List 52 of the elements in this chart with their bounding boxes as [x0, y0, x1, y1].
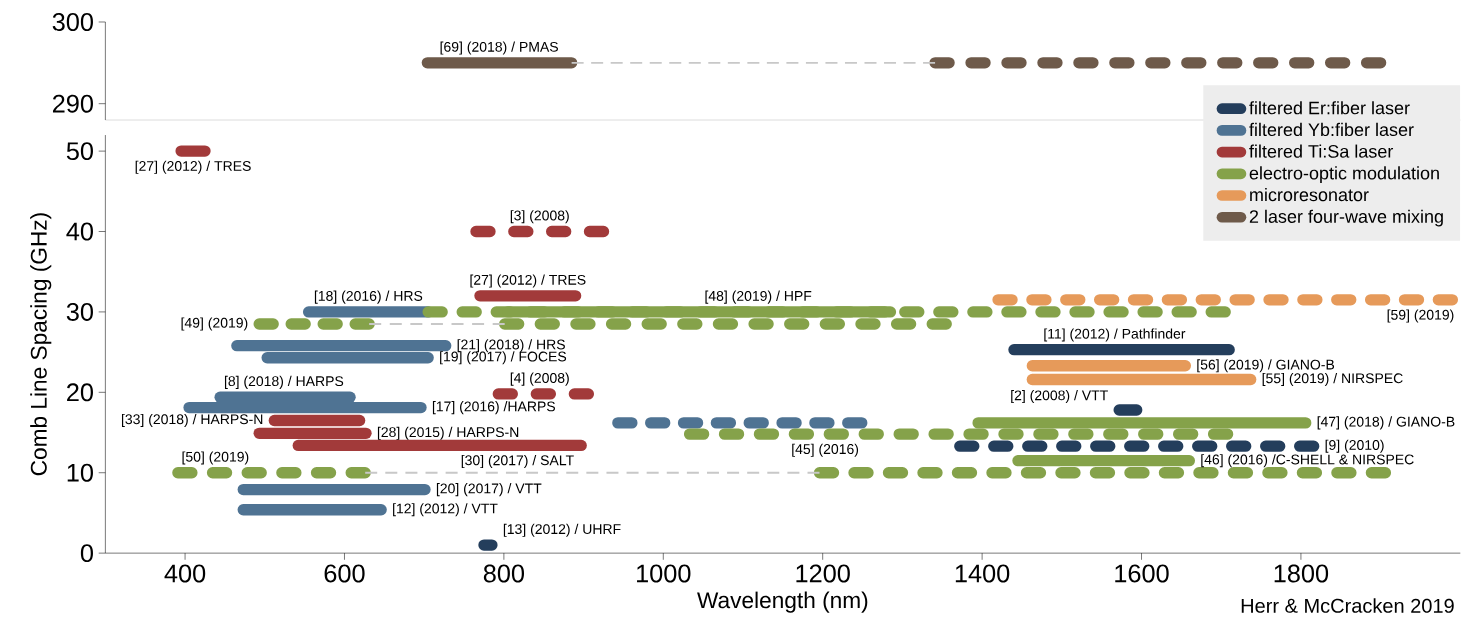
y-tick-label: 20 — [67, 383, 93, 402]
annotation: [3] (2008) — [510, 210, 569, 224]
annotation: [48] (2019) / HPF — [705, 290, 812, 304]
text: 2 laser four-wave mixing — [1249, 209, 1443, 227]
x-tick-label: 1600 — [1115, 564, 1169, 583]
annotation: [45] (2016) — [792, 443, 859, 457]
annotation: [49] (2019) — [181, 317, 248, 331]
annotation: [56] (2019) / GIANO-B — [1197, 359, 1335, 373]
x-tick-label: 800 — [483, 564, 525, 583]
legend-label: filtered Er:fiber laser — [1249, 101, 1410, 115]
x-tick-label: 1800 — [1274, 564, 1329, 583]
annotation: [9] (2010) — [1325, 439, 1384, 453]
legend-label: microresonator — [1250, 187, 1369, 202]
annotation: [55] (2019) / NIRSPEC — [1262, 372, 1403, 386]
annotation: [28] (2015) / HARPS-N — [377, 426, 519, 440]
y-tick-label: 40 — [66, 222, 93, 241]
annotation: [27] (2012) / TRES — [135, 160, 251, 174]
annotation: [69] (2018) / PMAS — [440, 41, 558, 55]
y-tick-label: 300 — [52, 12, 93, 31]
y-tick-label: 50 — [66, 142, 93, 161]
annotation: [46] (2016) /C-SHELL & NIRSPEC — [1201, 454, 1414, 468]
legend-label: electro-optic modulation — [1249, 166, 1439, 184]
x-tick-label: 600 — [324, 564, 365, 583]
annotation: [18] (2016) / HRS — [314, 290, 423, 304]
annotation: [12] (2012) / VTT — [393, 503, 498, 517]
annotation: [27] (2012) / TRES — [470, 274, 586, 288]
y-axis-title: Comb Line Spacing (GHz) — [30, 213, 52, 476]
annotation: [59] (2019) — [1387, 309, 1454, 323]
y-tick-label: 290 — [52, 94, 93, 113]
text: Herr & McCracken 2019 — [1241, 598, 1454, 613]
annotation: [11] (2012) / Pathfinder — [1044, 328, 1186, 342]
y-tick-label: 30 — [66, 302, 93, 321]
annotation: [8] (2018) / HARPS — [224, 375, 344, 389]
x-tick-label: 400 — [164, 564, 206, 583]
annotation: [4] (2008) — [510, 372, 569, 386]
annotation: [20] (2017) / VTT — [436, 483, 542, 497]
legend-label: filtered Ti:Sa laser — [1249, 144, 1394, 158]
annotation: [2] (2008) / VTT — [1011, 389, 1108, 404]
legend-label: filtered Yb:fiber laser — [1249, 122, 1414, 136]
annotation: [19] (2017) / FOCES — [440, 351, 567, 365]
annotation: [13] (2012) / UHRF — [503, 523, 621, 537]
x-tick-label: 1000 — [637, 564, 691, 583]
annotation: [50] (2019) — [182, 451, 249, 465]
annotation: [47] (2018) / GIANO-B — [1317, 416, 1455, 430]
x-tick-label: 1400 — [955, 564, 1010, 583]
annotation: [30] (2017) / SALT — [461, 454, 574, 468]
y-tick-label: 10 — [67, 463, 93, 482]
x-tick-label: 1200 — [796, 564, 850, 583]
annotation: [33] (2018) / HARPS-N — [121, 413, 263, 427]
annotation: [17] (2016) /HARPS — [432, 401, 556, 415]
y-tick-label: 0 — [80, 544, 93, 563]
x-axis-title: Wavelength (nm) — [697, 591, 868, 613]
